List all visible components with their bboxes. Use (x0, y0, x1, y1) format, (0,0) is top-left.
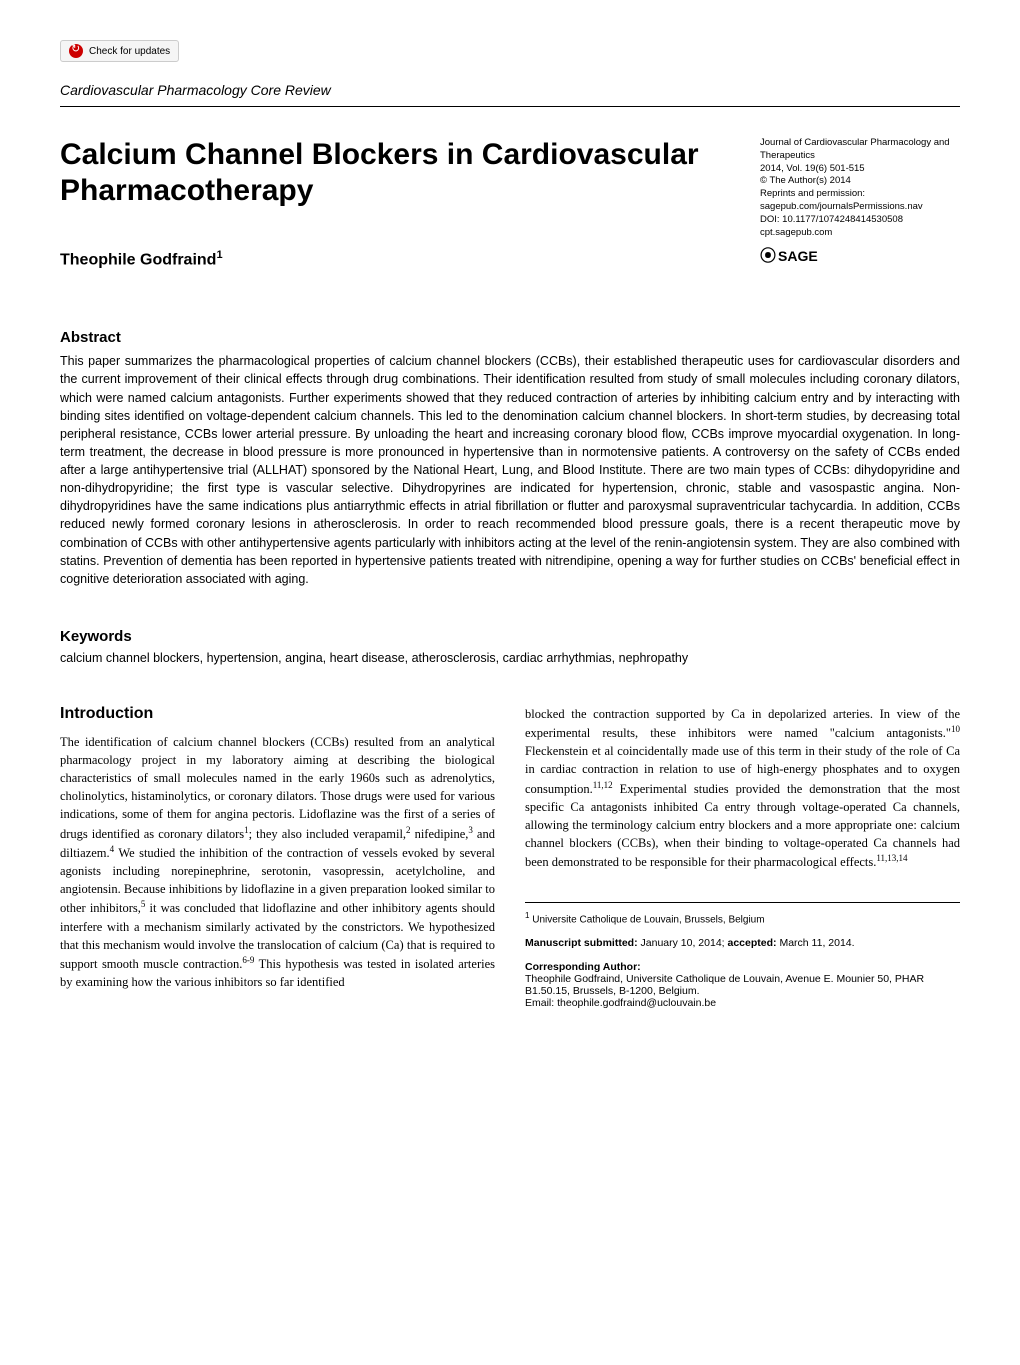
email-label: Email: (525, 997, 554, 1009)
keywords-text: calcium channel blockers, hypertension, … (60, 651, 960, 665)
submitted-label: Manuscript submitted: (525, 937, 638, 949)
journal-name: Journal of Cardiovascular Pharmacology a… (760, 137, 960, 163)
journal-site: cpt.sagepub.com (760, 227, 960, 240)
submitted-date: January 10, 2014; (641, 937, 725, 949)
article-title: Calcium Channel Blockers in Cardiovascul… (60, 137, 730, 209)
abstract-heading: Abstract (60, 329, 960, 346)
author-name: Theophile Godfraind (60, 251, 216, 268)
publisher-name: SAGE (778, 247, 818, 266)
accepted-date: March 11, 2014. (779, 937, 854, 949)
journal-doi: DOI: 10.1177/1074248414530508 (760, 214, 960, 227)
journal-info: Journal of Cardiovascular Pharmacology a… (760, 137, 960, 267)
journal-citation: 2014, Vol. 19(6) 501-515 (760, 163, 960, 176)
affiliation-text: Universite Catholique de Louvain, Brusse… (532, 914, 764, 925)
author-affiliation-mark: 1 (216, 249, 222, 261)
abstract-text: This paper summarizes the pharmacologica… (60, 352, 960, 588)
sage-logo: ⦿ SAGE (760, 246, 960, 268)
introduction-col2: blocked the contraction supported by Ca … (525, 705, 960, 872)
corresponding-email: Email: theophile.godfraind@uclouvain.be (525, 997, 960, 1009)
two-column-layout: Introduction The identification of calci… (60, 705, 960, 1009)
corresponding-text: Theophile Godfraind, Universite Catholiq… (525, 973, 960, 997)
keywords-heading: Keywords (60, 628, 960, 645)
email-address: theophile.godfraind@uclouvain.be (557, 997, 716, 1009)
sage-icon: ⦿ (760, 246, 776, 268)
check-updates-badge[interactable]: Check for updates (60, 40, 179, 62)
affiliation-mark: 1 (525, 911, 529, 920)
title-block: Calcium Channel Blockers in Cardiovascul… (60, 137, 730, 299)
affiliation-note: 1 Universite Catholique de Louvain, Brus… (525, 902, 960, 925)
accepted-label: accepted: (728, 937, 777, 949)
journal-copyright: © The Author(s) 2014 (760, 175, 960, 188)
reprints-label: Reprints and permission: (760, 188, 960, 201)
introduction-heading: Introduction (60, 705, 495, 723)
check-updates-text: Check for updates (89, 46, 170, 57)
header-row: Calcium Channel Blockers in Cardiovascul… (60, 137, 960, 299)
left-column: Introduction The identification of calci… (60, 705, 495, 1009)
corresponding-author: Corresponding Author: Theophile Godfrain… (525, 961, 960, 1009)
author-block: Theophile Godfraind1 (60, 249, 730, 269)
corresponding-heading: Corresponding Author: (525, 961, 960, 973)
review-type: Cardiovascular Pharmacology Core Review (60, 82, 960, 98)
reprints-url: sagepub.com/journalsPermissions.nav (760, 201, 960, 214)
introduction-col1: The identification of calcium channel bl… (60, 733, 495, 991)
refresh-icon (69, 44, 83, 58)
manuscript-dates: Manuscript submitted: January 10, 2014; … (525, 937, 960, 949)
horizontal-rule (60, 106, 960, 107)
right-column: blocked the contraction supported by Ca … (525, 705, 960, 1009)
